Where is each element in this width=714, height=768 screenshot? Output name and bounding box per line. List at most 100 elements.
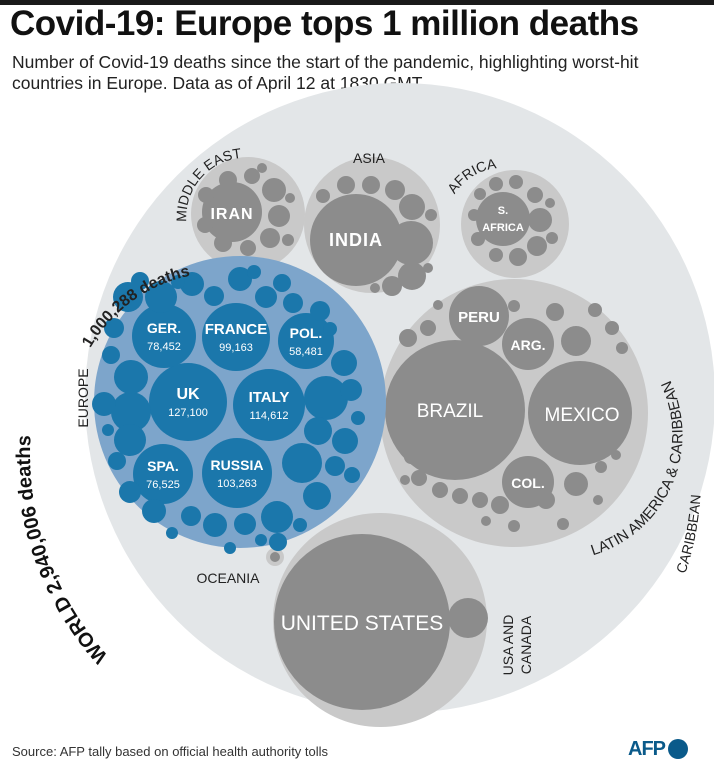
europe-minor-bubble <box>166 527 178 539</box>
logo-text: AFP <box>628 737 666 760</box>
latin-america-minor-bubble <box>557 518 569 530</box>
europe-minor-bubble <box>282 443 322 483</box>
europe-minor-bubble <box>203 513 227 537</box>
africa-minor-bubble <box>546 232 558 244</box>
latin-america-minor-bubble <box>564 472 588 496</box>
latin-america-minor-bubble <box>481 516 491 526</box>
germany-value-label: 78,452 <box>147 341 181 353</box>
africa-minor-bubble <box>528 208 552 232</box>
latin-america-minor-bubble <box>404 450 418 464</box>
africa-minor-bubble <box>509 248 527 266</box>
asia-minor-bubble <box>398 262 426 290</box>
middle-east-minor-bubble <box>198 187 214 203</box>
middle-east-minor-bubble <box>268 205 290 227</box>
europe-minor-bubble <box>228 267 252 291</box>
europe-minor-bubble <box>102 424 114 436</box>
uk-label: UK <box>176 386 200 403</box>
peru-bubble <box>449 286 509 346</box>
colombia-label: COL. <box>511 475 544 491</box>
latin-america-minor-bubble <box>588 303 602 317</box>
india-label: INDIA <box>329 230 383 250</box>
europe-minor-bubble <box>234 513 256 535</box>
europe-minor-bubble <box>145 281 177 313</box>
india-bubble <box>310 194 402 286</box>
spain-label: SPA. <box>147 458 179 474</box>
asia-minor-bubble <box>370 283 380 293</box>
asia-minor-bubble <box>337 176 355 194</box>
europe-minor-bubble <box>113 282 143 312</box>
africa-minor-bubble <box>471 232 485 246</box>
germany-bubble <box>132 304 196 368</box>
south-africa-bubble <box>476 192 530 246</box>
chart-subtitle: Number of Covid-19 deaths since the star… <box>12 52 639 93</box>
asia-region-label: ASIA <box>353 150 386 166</box>
latin-america-minor-bubble <box>491 496 509 514</box>
argentina-bubble <box>502 318 554 370</box>
middle-east-minor-bubble <box>262 178 286 202</box>
iran-bubble <box>202 182 262 242</box>
europe-minor-bubble <box>114 424 146 456</box>
latin-america-minor-bubble <box>605 321 619 335</box>
germany-label: GER. <box>147 320 181 336</box>
europe-minor-bubble <box>102 346 120 364</box>
europe-minor-bubble <box>114 360 148 394</box>
russia-label: RUSSIA <box>211 457 264 473</box>
iran-label: IRAN <box>210 206 253 223</box>
europe-minor-bubble <box>171 275 185 289</box>
europe-minor-bubble <box>224 542 236 554</box>
italy-value-label: 114,612 <box>250 410 289 422</box>
europe-minor-bubble <box>92 392 116 416</box>
brazil-bubble <box>385 340 525 480</box>
africa-minor-bubble <box>474 188 486 200</box>
chart-title: Covid-19: Europe tops 1 million deaths <box>10 4 639 43</box>
africa-minor-bubble <box>545 198 555 208</box>
africa-minor-bubble <box>527 236 547 256</box>
oceania-region-label: OCEANIA <box>196 570 260 586</box>
europe-minor-bubble <box>142 499 166 523</box>
france-bubble <box>202 303 270 371</box>
source-note: Source: AFP tally based on official heal… <box>12 744 329 759</box>
asia-minor-bubble <box>425 209 437 221</box>
europe-minor-bubble <box>180 272 204 296</box>
uk-value-label: 127,100 <box>168 407 208 419</box>
poland-label: POL. <box>290 325 323 341</box>
poland-bubble <box>278 313 334 369</box>
asia-minor-bubble <box>385 180 405 200</box>
africa-minor-bubble <box>489 248 503 262</box>
latin-america-minor-bubble <box>433 300 443 310</box>
argentina-label: ARG. <box>511 337 546 353</box>
latin-america-minor-bubble <box>420 320 436 336</box>
latin-america-minor-bubble <box>593 495 603 505</box>
europe-minor-bubble <box>104 318 124 338</box>
asia-minor-bubble <box>423 263 433 273</box>
europe-region-label: EUROPE <box>75 368 91 427</box>
usa-canada-region-label: USA AND <box>500 615 516 676</box>
europe-minor-bubble <box>351 411 365 425</box>
latin-america-minor-bubble <box>616 342 628 354</box>
france-value-label: 99,163 <box>219 342 253 354</box>
europe-minor-bubble <box>283 293 303 313</box>
spain-bubble <box>133 444 193 504</box>
italy-label: ITALY <box>249 389 290 406</box>
mexico-bubble <box>528 361 632 465</box>
middle-east-minor-bubble <box>219 171 237 189</box>
usa-canada-region-label: CANADA <box>518 615 534 674</box>
middle-east-minor-bubble <box>260 228 280 248</box>
united-states-label: UNITED STATES <box>281 612 444 635</box>
latin-america-minor-bubble <box>508 520 520 532</box>
latin-america-minor-bubble <box>452 488 468 504</box>
afp-logo: AFP <box>628 736 688 762</box>
europe-minor-bubble <box>204 286 224 306</box>
uk-bubble <box>149 363 227 441</box>
europe-minor-bubble <box>310 301 330 321</box>
africa-minor-bubble <box>468 209 480 221</box>
africa-minor-bubble <box>509 175 523 189</box>
asia-minor-bubble <box>389 221 433 265</box>
europe-minor-bubble <box>119 481 141 503</box>
europe-minor-bubble <box>340 379 362 401</box>
mexico-label: MEXICO <box>545 405 620 426</box>
middle-east-minor-bubble <box>282 234 294 246</box>
asia-minor-bubble <box>399 194 425 220</box>
asia-minor-bubble <box>316 189 330 203</box>
